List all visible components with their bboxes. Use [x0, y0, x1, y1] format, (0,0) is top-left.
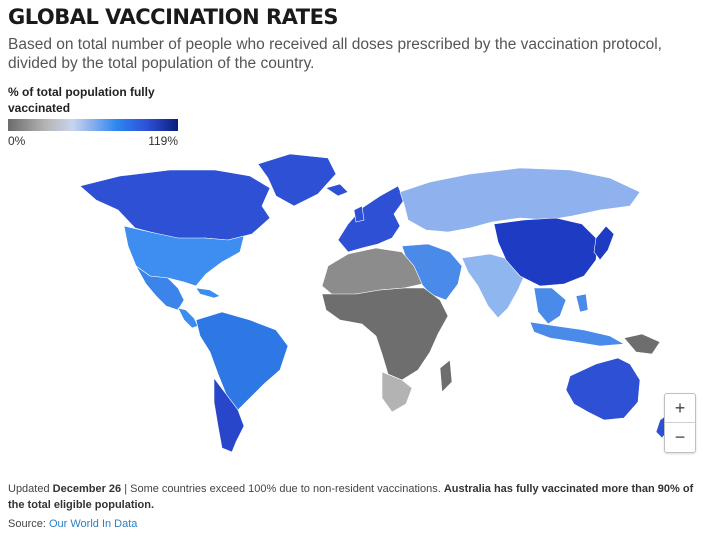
region-chile-argentina[interactable]	[213, 377, 245, 453]
footnote-date: December 26	[52, 483, 122, 495]
region-mexico[interactable]	[135, 265, 185, 311]
chart-title: GLOBAL VACCINATION RATES	[8, 5, 339, 29]
region-china[interactable]	[493, 217, 599, 287]
region-western-europe[interactable]	[337, 185, 405, 253]
region-madagascar[interactable]	[439, 359, 453, 393]
footnote-emphasis: Australia has fully vaccinated more than…	[8, 483, 694, 511]
world-map[interactable]	[0, 148, 704, 478]
region-australia[interactable]	[565, 357, 641, 421]
footnote: Updated December 26 | Some countries exc…	[8, 481, 698, 513]
legend-max-label: 119%	[148, 134, 178, 148]
source-label: Source:	[8, 518, 49, 530]
region-south-america[interactable]	[195, 311, 289, 411]
source-line: Source: Our World In Data	[8, 518, 137, 530]
region-south-asia[interactable]	[461, 253, 527, 319]
footnote-prefix: Updated	[8, 483, 53, 495]
region-iceland-uk[interactable]	[325, 183, 365, 223]
region-central-america[interactable]	[177, 307, 199, 329]
zoom-in-button[interactable]: +	[665, 394, 695, 423]
region-north-america-north[interactable]	[79, 169, 271, 241]
region-southeast-asia[interactable]	[533, 287, 567, 325]
region-southern-africa[interactable]	[381, 371, 413, 413]
legend-color-scale	[8, 119, 178, 131]
region-indonesia[interactable]	[529, 321, 625, 347]
zoom-control: + −	[664, 393, 696, 453]
footnote-middle: | Some countries exceed 100% due to non-…	[121, 483, 444, 495]
region-philippines[interactable]	[575, 293, 589, 313]
legend-min-label: 0%	[8, 134, 26, 148]
region-russia[interactable]	[399, 167, 641, 233]
zoom-out-button[interactable]: −	[674, 426, 686, 447]
region-greenland[interactable]	[257, 153, 337, 207]
region-papua-new-guinea[interactable]	[623, 333, 661, 355]
source-link[interactable]: Our World In Data	[48, 518, 138, 530]
chart-subtitle: Based on total number of people who rece…	[8, 36, 662, 72]
legend-title: % of total population fully vaccinated	[8, 85, 155, 115]
region-sub-saharan-africa[interactable]	[321, 287, 449, 381]
region-japan-korea[interactable]	[593, 225, 615, 261]
region-caribbean[interactable]	[195, 287, 221, 299]
